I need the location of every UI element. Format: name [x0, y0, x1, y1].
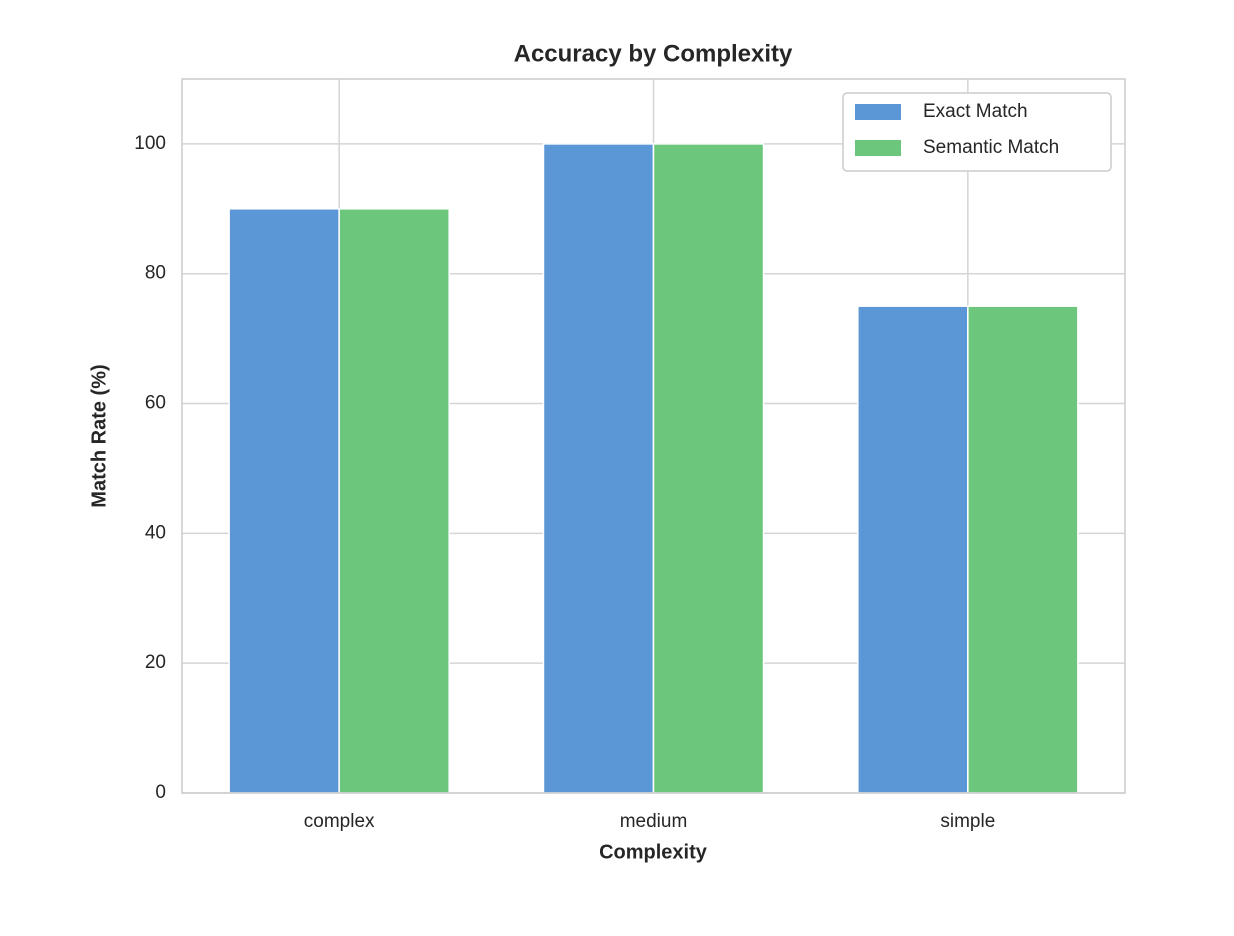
- x-tick-label: complex: [304, 811, 375, 832]
- bar: [228, 208, 340, 794]
- y-axis-title: Match Rate (%): [88, 364, 110, 507]
- bar: [652, 143, 765, 794]
- y-tick-label: 0: [155, 782, 166, 803]
- legend-swatch: [855, 140, 901, 156]
- chart-title: Accuracy by Complexity: [514, 40, 793, 67]
- y-tick-label: 40: [145, 522, 166, 543]
- bar: [542, 143, 655, 794]
- y-tick-label: 60: [145, 393, 166, 414]
- legend-label: Exact Match: [923, 101, 1028, 122]
- bar: [338, 208, 450, 794]
- legend-swatch: [855, 104, 901, 120]
- x-axis-title: Complexity: [599, 841, 708, 863]
- bar: [857, 305, 969, 794]
- legend-label: Semantic Match: [923, 137, 1059, 158]
- x-tick-label: medium: [620, 811, 688, 832]
- legend: Exact Match Semantic Match: [842, 92, 1112, 172]
- plot-frame: [181, 78, 1126, 794]
- legend-box: [842, 92, 1112, 172]
- x-tick-label: simple: [940, 811, 995, 832]
- bar: [967, 305, 1079, 794]
- y-tick-label: 20: [145, 652, 166, 673]
- y-tick-label: 100: [134, 133, 166, 154]
- y-tick-label: 80: [145, 263, 166, 284]
